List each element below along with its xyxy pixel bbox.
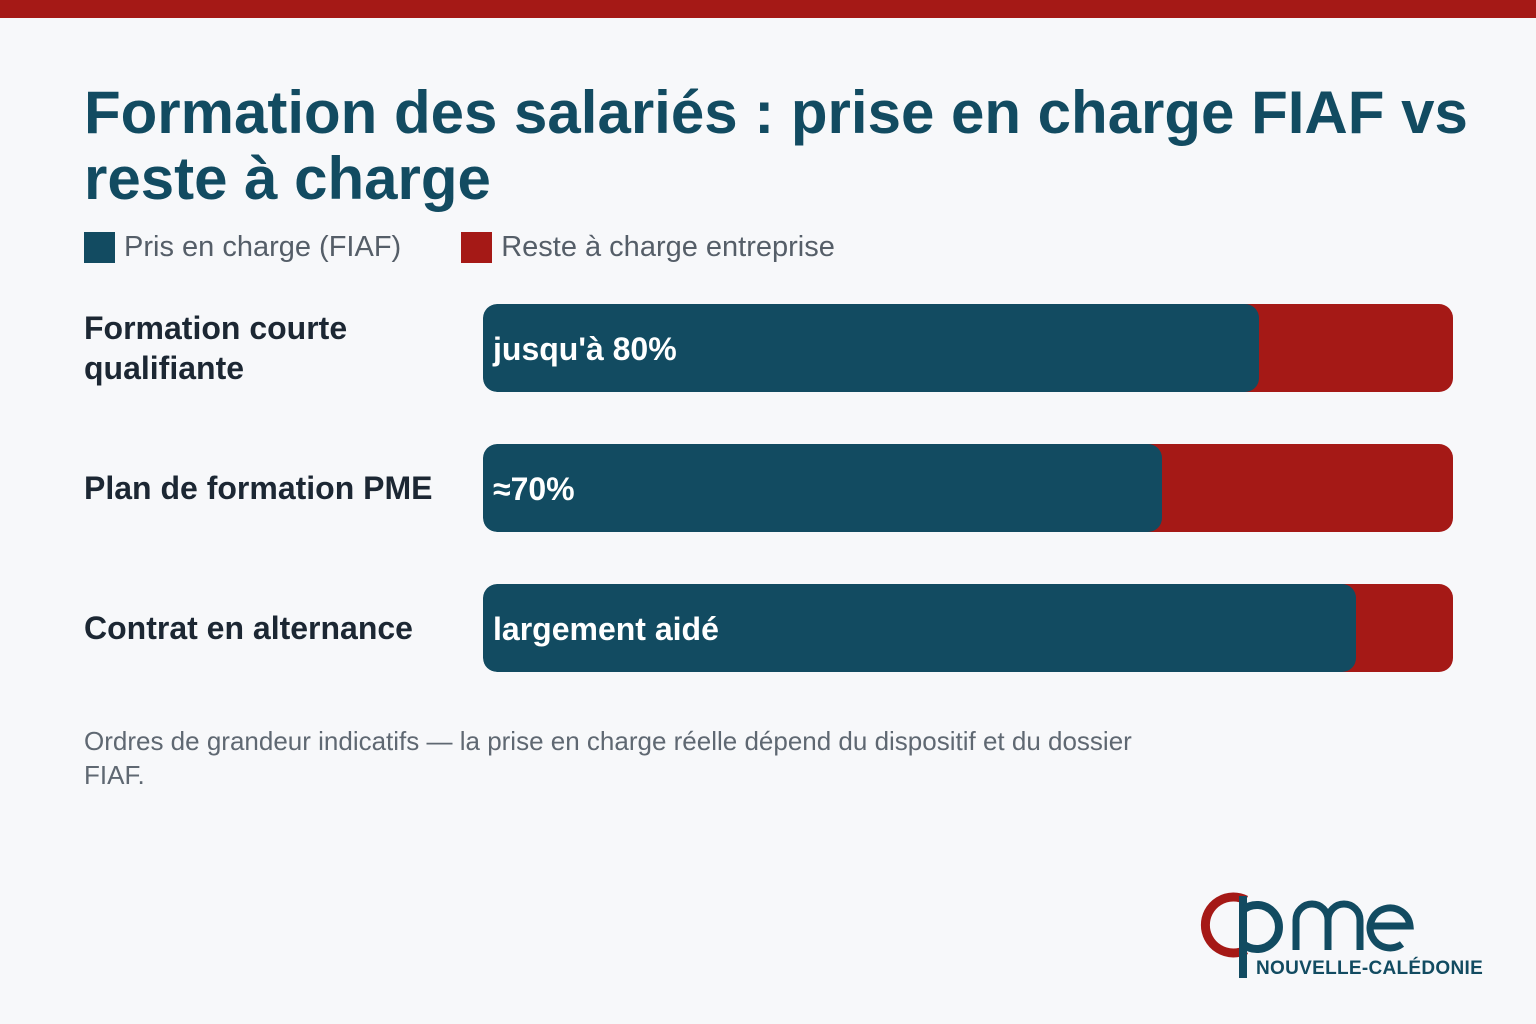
legend-item-rest: Reste à charge entreprise <box>461 231 835 264</box>
footnote: Ordres de grandeur indicatifs — la prise… <box>84 726 1132 790</box>
bar-segment-covered: jusqu'à 80% <box>483 304 1259 392</box>
legend: Pris en charge (FIAF) Reste à charge ent… <box>84 230 895 264</box>
logo-subtitle: NOUVELLE-CALÉDONIE <box>1256 958 1484 979</box>
legend-swatch-covered <box>84 231 115 263</box>
legend-label-covered: Pris en charge (FIAF) <box>124 230 402 263</box>
bar-value-label: largement aidé <box>493 611 719 647</box>
bar-segment-rest <box>1148 444 1453 532</box>
bar-segment-rest <box>1342 584 1453 672</box>
bar-segment-rest <box>1245 304 1453 392</box>
bar-value-label: jusqu'à 80% <box>493 331 677 367</box>
bar-value-label: ≈70% <box>493 471 575 507</box>
stacked-bar: jusqu'à 80% <box>483 304 1453 392</box>
stacked-bar: largement aidé <box>483 584 1453 672</box>
bar-segment-covered: largement aidé <box>483 584 1356 672</box>
category-label: Contrat en alternance <box>84 610 413 646</box>
chart-title: Formation des salariés : prise en charge… <box>84 79 1468 212</box>
cpme-logo <box>1200 892 1414 978</box>
category-label: Formation courte qualifiante <box>84 310 348 386</box>
top-accent-bar <box>0 0 1536 18</box>
legend-label-rest: Reste à charge entreprise <box>501 230 835 263</box>
legend-item-covered: Pris en charge (FIAF) <box>84 231 401 264</box>
bar-segment-covered: ≈70% <box>483 444 1162 532</box>
stacked-bar: ≈70% <box>483 444 1453 532</box>
legend-swatch-rest <box>461 231 493 263</box>
category-label: Plan de formation PME <box>84 470 433 506</box>
